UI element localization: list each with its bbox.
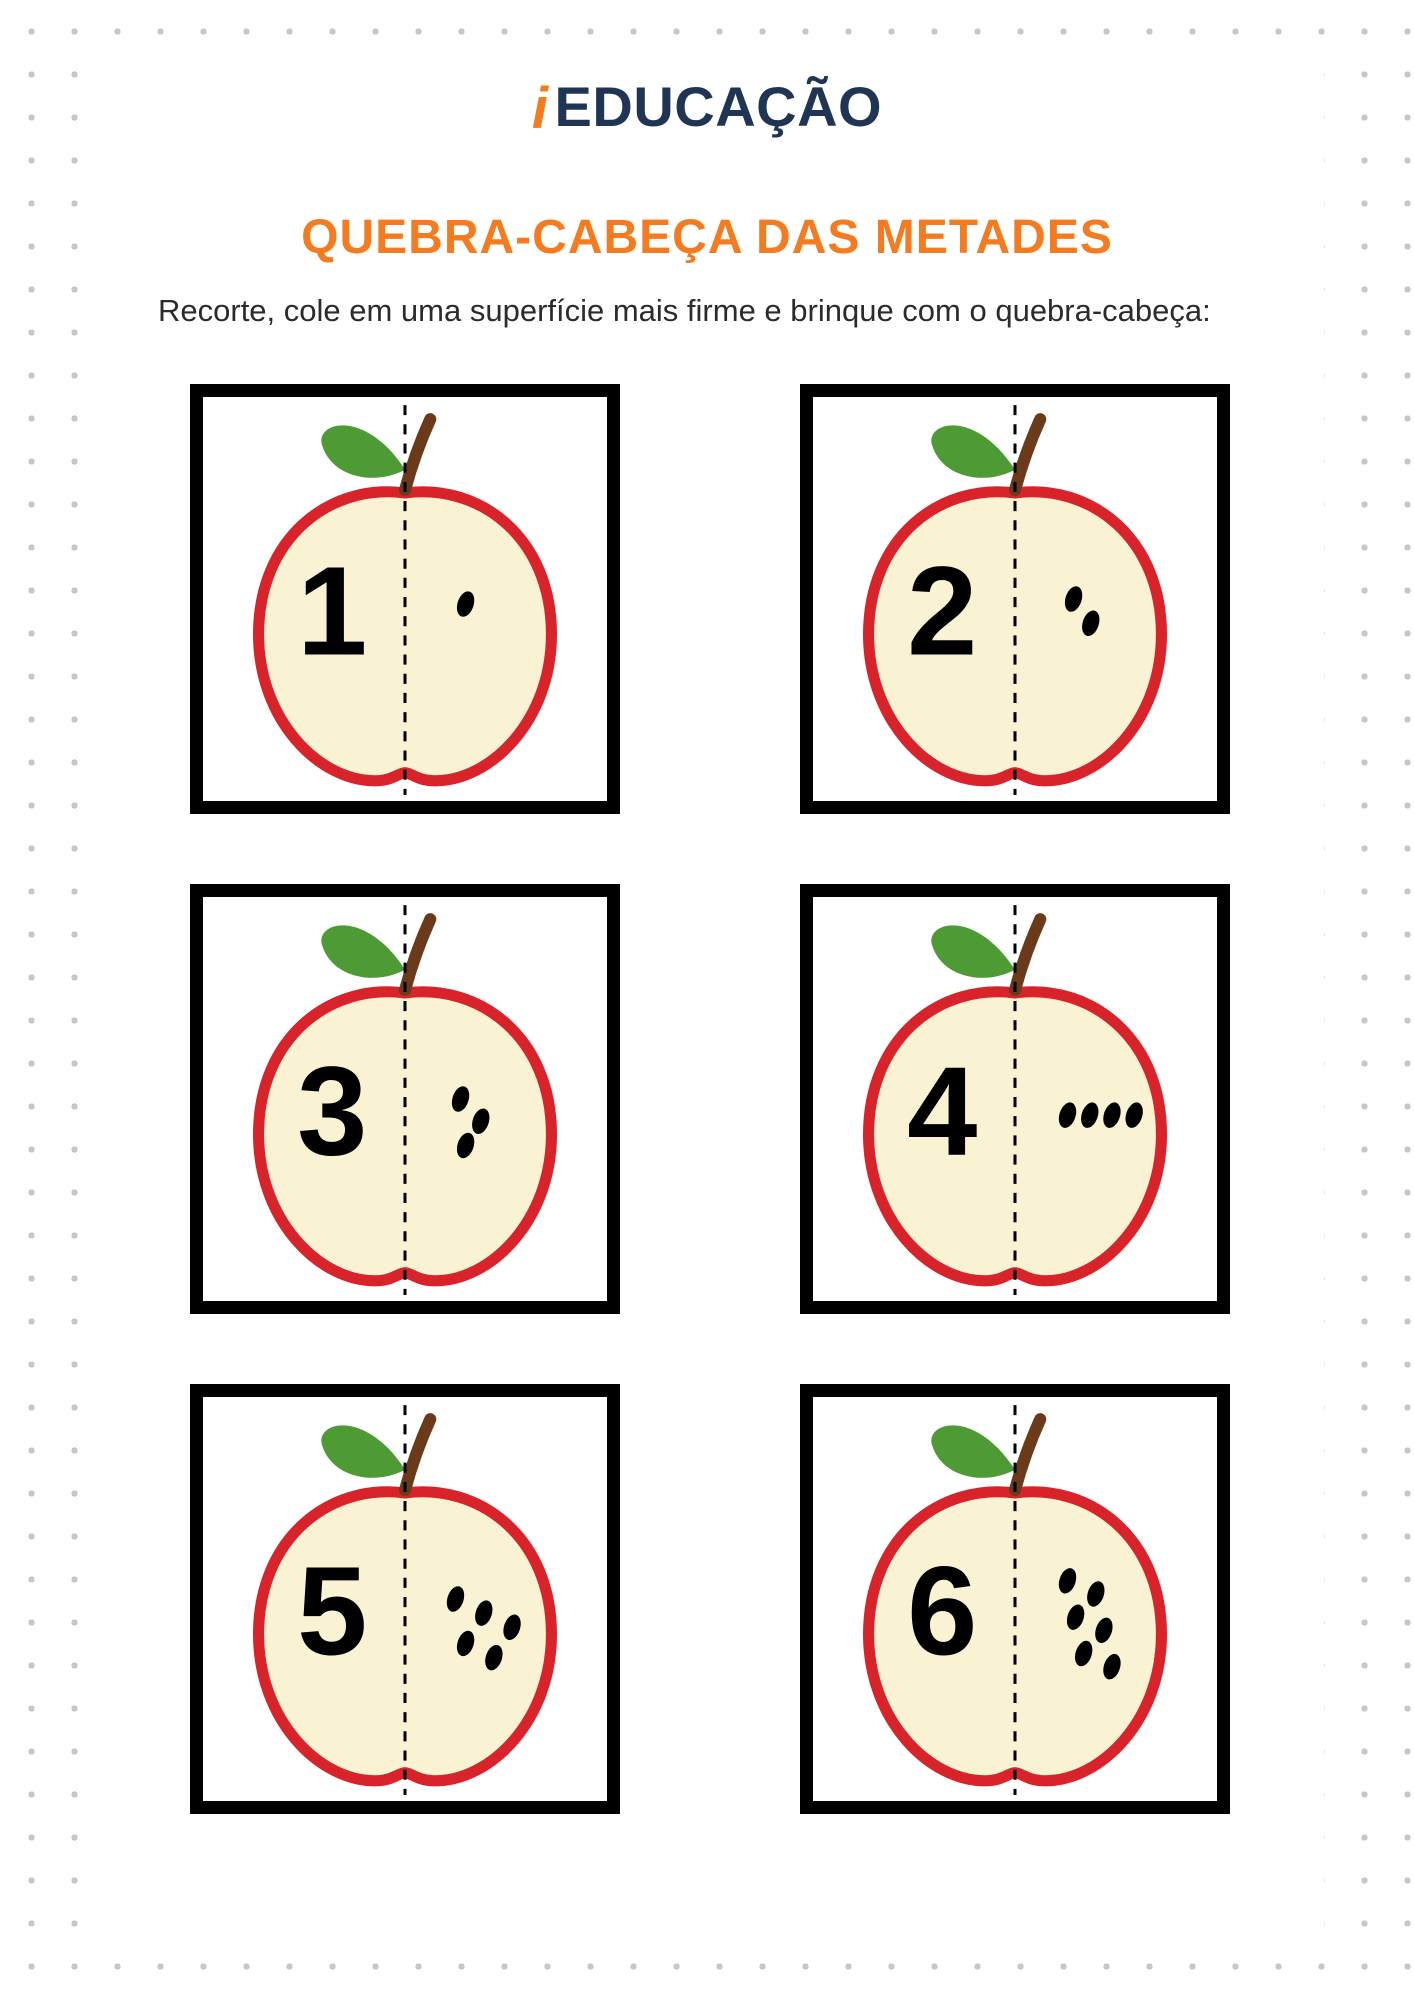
card-number: 3 — [297, 1041, 367, 1182]
apple-card-svg: 3 — [203, 897, 607, 1301]
card-number: 4 — [907, 1041, 977, 1182]
apple-card-svg: 2 — [813, 397, 1217, 801]
card-number: 6 — [907, 1541, 977, 1682]
logo: iEDUCAÇÃO — [90, 45, 1324, 140]
puzzle-card-1: 1 — [190, 384, 620, 814]
instruction-text: Recorte, cole em uma superfície mais fir… — [90, 265, 1324, 329]
cards-grid: 1 2 3 4 5 6 — [90, 329, 1324, 1814]
logo-text: EDUCAÇÃO — [555, 75, 883, 138]
apple-card-svg: 1 — [203, 397, 607, 801]
puzzle-card-2: 2 — [800, 384, 1230, 814]
puzzle-card-6: 6 — [800, 1384, 1230, 1814]
apple-card-svg: 6 — [813, 1397, 1217, 1801]
page-title: QUEBRA-CABEÇA DAS METADES — [90, 210, 1324, 265]
logo-accent: i — [532, 76, 549, 141]
card-number: 1 — [297, 541, 367, 682]
card-number: 2 — [907, 541, 977, 682]
puzzle-card-5: 5 — [190, 1384, 620, 1814]
puzzle-card-4: 4 — [800, 884, 1230, 1314]
worksheet-page: iEDUCAÇÃO QUEBRA-CABEÇA DAS METADES Reco… — [90, 45, 1324, 1955]
apple-card-svg: 5 — [203, 1397, 607, 1801]
apple-card-svg: 4 — [813, 897, 1217, 1301]
card-number: 5 — [297, 1541, 367, 1682]
puzzle-card-3: 3 — [190, 884, 620, 1314]
